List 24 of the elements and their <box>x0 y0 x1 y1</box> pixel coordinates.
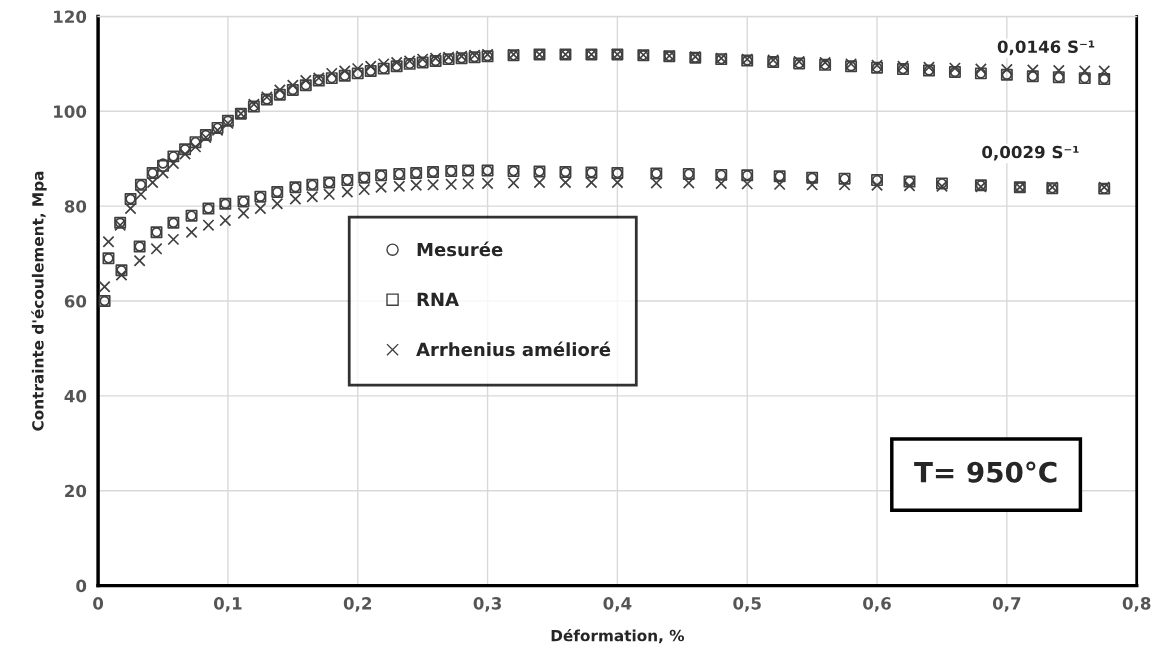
annotation: 0,0146 S⁻¹ <box>997 40 1095 56</box>
y-tick-label: 60 <box>64 295 87 308</box>
y-tick-label: 20 <box>65 484 87 498</box>
legend-label: Arrhenius amélioré <box>416 341 611 357</box>
y-tick-label: 100 <box>54 105 87 118</box>
x-tick-label: 0,7 <box>992 597 1021 612</box>
x-tick-label: 0 <box>93 597 104 610</box>
legend-label: RNA <box>417 292 459 307</box>
legend-label: Mesurée <box>417 241 503 257</box>
y-tick-label: 0 <box>76 579 87 593</box>
annotation: T= 950°C <box>914 461 1057 483</box>
x-axis-title: Déformation, % <box>551 628 685 644</box>
x-tick-label: 0,5 <box>733 597 761 612</box>
x-tick-label: 0,4 <box>603 597 632 612</box>
x-tick-label: 0,1 <box>213 597 242 612</box>
y-tick-label: 40 <box>64 389 87 403</box>
x-tick-label: 0,2 <box>343 597 372 612</box>
y-tick-label: 120 <box>54 10 87 24</box>
y-tick-label: 80 <box>64 200 87 213</box>
x-tick-label: 0,3 <box>473 597 501 612</box>
annotation: 0,0029 S⁻¹ <box>982 145 1079 161</box>
x-tick-label: 0,6 <box>863 597 891 612</box>
y-axis-title: Contrainte d'écoulement, Mpa <box>31 171 47 431</box>
x-tick-label: 0,8 <box>1122 597 1151 612</box>
